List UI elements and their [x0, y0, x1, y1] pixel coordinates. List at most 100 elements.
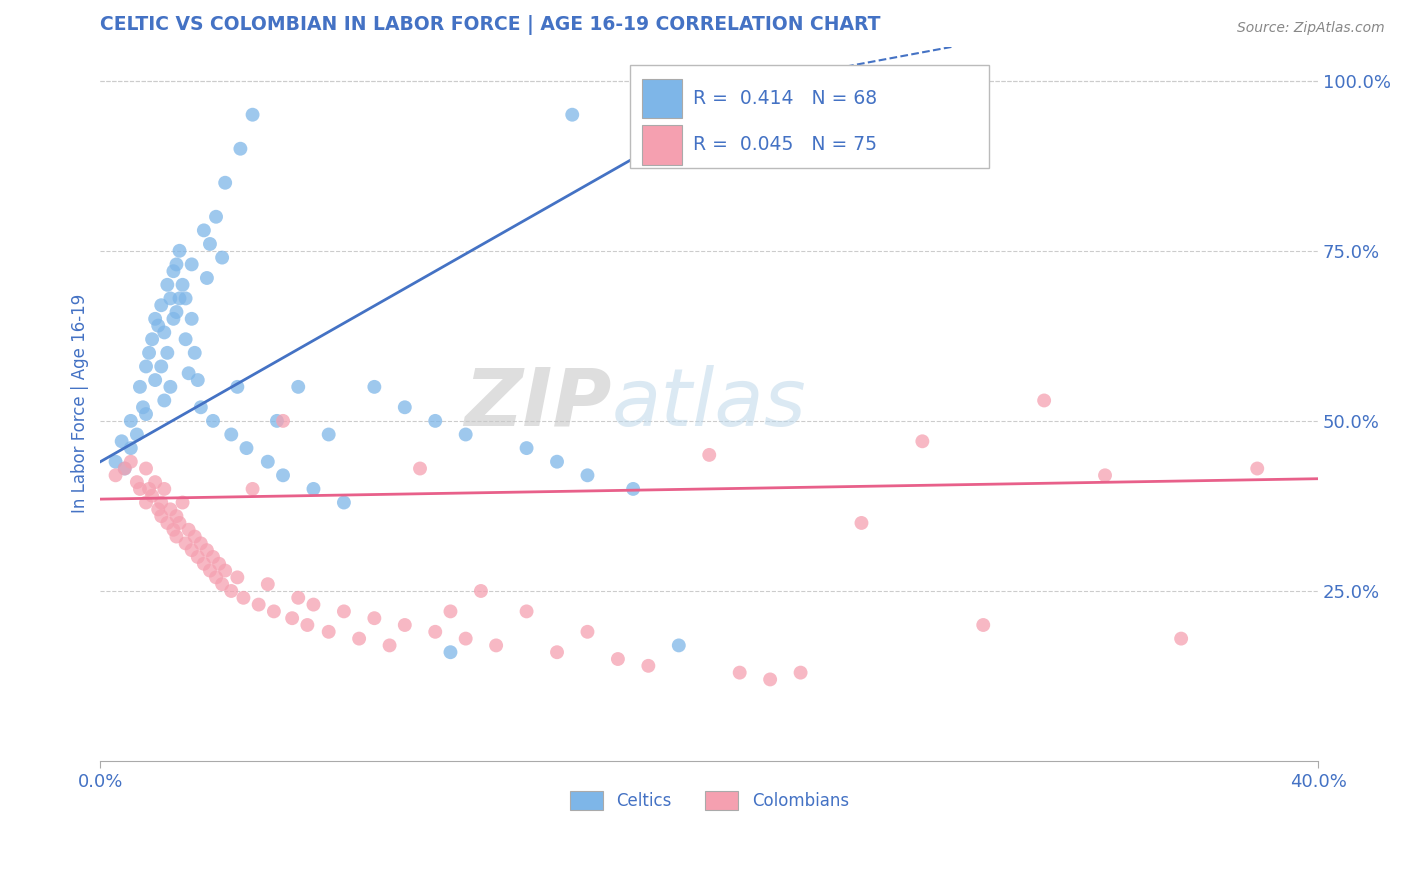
Point: [470, 584, 492, 599]
Point: [333, 495, 356, 509]
Point: [198, 237, 221, 252]
Point: [439, 604, 461, 618]
Point: [363, 380, 385, 394]
Text: R =  0.045   N = 75: R = 0.045 N = 75: [693, 135, 877, 154]
Point: [214, 176, 236, 190]
Point: [205, 210, 228, 224]
Point: [606, 652, 628, 666]
Point: [409, 461, 432, 475]
Point: [187, 373, 209, 387]
Point: [135, 359, 157, 374]
Point: [425, 624, 447, 639]
Point: [378, 639, 401, 653]
Point: [150, 298, 173, 312]
Point: [668, 639, 690, 653]
Point: [153, 482, 176, 496]
Point: [148, 502, 170, 516]
Point: [302, 482, 325, 496]
Point: [166, 305, 188, 319]
Point: [576, 624, 599, 639]
Point: [129, 380, 152, 394]
Point: [180, 543, 202, 558]
Text: ZIP: ZIP: [464, 365, 612, 442]
Point: [166, 509, 188, 524]
Point: [162, 264, 184, 278]
Point: [183, 530, 205, 544]
Text: CELTIC VS COLOMBIAN IN LABOR FORCE | AGE 16-19 CORRELATION CHART: CELTIC VS COLOMBIAN IN LABOR FORCE | AGE…: [100, 15, 880, 35]
Point: [789, 665, 811, 680]
Bar: [643, 125, 682, 164]
Point: [232, 591, 254, 605]
Point: [138, 346, 160, 360]
Point: [263, 604, 285, 618]
Point: [621, 482, 644, 496]
Point: [120, 455, 142, 469]
Point: [637, 658, 659, 673]
Point: [190, 401, 212, 415]
Point: [195, 271, 218, 285]
Point: [125, 427, 148, 442]
Point: [198, 564, 221, 578]
Point: [546, 455, 568, 469]
Point: [229, 142, 252, 156]
Point: [177, 366, 200, 380]
Text: Source: ZipAtlas.com: Source: ZipAtlas.com: [1237, 21, 1385, 35]
Point: [159, 292, 181, 306]
Point: [256, 455, 278, 469]
Point: [1170, 632, 1192, 646]
Text: R =  0.414   N = 68: R = 0.414 N = 68: [693, 89, 877, 108]
Point: [201, 414, 224, 428]
Point: [150, 495, 173, 509]
Point: [143, 475, 166, 489]
Point: [347, 632, 370, 646]
Point: [104, 468, 127, 483]
Point: [193, 557, 215, 571]
Point: [180, 311, 202, 326]
Point: [697, 448, 720, 462]
Point: [911, 434, 934, 449]
Point: [143, 373, 166, 387]
Point: [266, 414, 288, 428]
Point: [235, 441, 257, 455]
Point: [156, 277, 179, 292]
Point: [148, 318, 170, 333]
Point: [287, 380, 309, 394]
Point: [150, 509, 173, 524]
Point: [174, 536, 197, 550]
Point: [193, 223, 215, 237]
Point: [153, 326, 176, 340]
Point: [219, 584, 242, 599]
Point: [141, 489, 163, 503]
FancyBboxPatch shape: [630, 64, 990, 168]
Point: [132, 401, 155, 415]
Point: [143, 311, 166, 326]
Point: [172, 495, 194, 509]
Point: [454, 632, 477, 646]
Point: [129, 482, 152, 496]
Point: [318, 624, 340, 639]
Point: [135, 461, 157, 475]
Point: [226, 380, 249, 394]
Point: [561, 108, 583, 122]
Point: [159, 380, 181, 394]
Point: [271, 468, 294, 483]
Point: [214, 564, 236, 578]
Point: [516, 441, 538, 455]
Point: [242, 108, 264, 122]
Point: [242, 482, 264, 496]
Point: [287, 591, 309, 605]
Point: [153, 393, 176, 408]
Point: [439, 645, 461, 659]
Point: [180, 257, 202, 271]
Point: [156, 516, 179, 530]
Point: [297, 618, 319, 632]
Point: [190, 536, 212, 550]
Point: [851, 516, 873, 530]
Point: [114, 461, 136, 475]
Point: [135, 495, 157, 509]
Point: [728, 665, 751, 680]
Point: [247, 598, 270, 612]
Point: [104, 455, 127, 469]
Point: [205, 570, 228, 584]
Point: [169, 292, 191, 306]
